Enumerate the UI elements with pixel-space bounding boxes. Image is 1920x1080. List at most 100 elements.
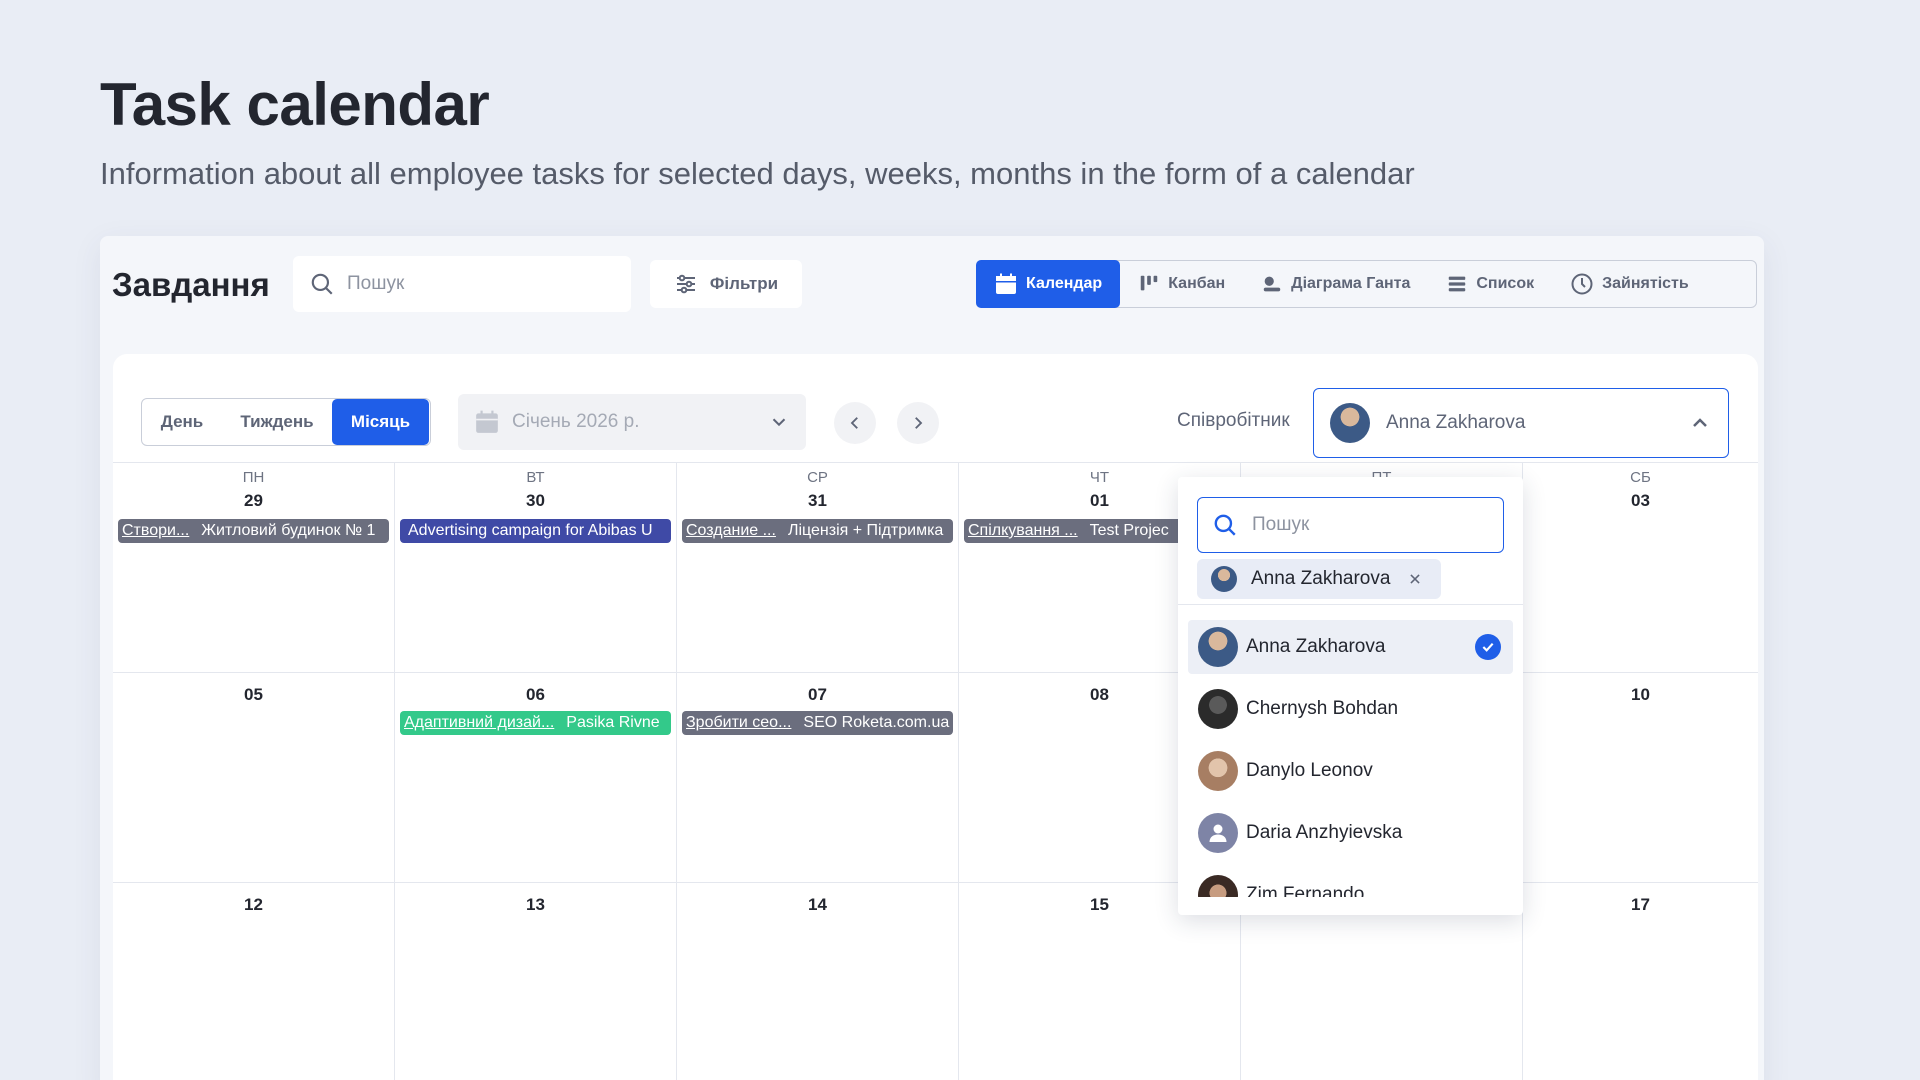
calendar-week-row: ПН 29 Створи... Житловий будинок № 1 ВТ 3… [113,462,1758,673]
calendar-day-cell[interactable]: 13 [395,883,677,1080]
calendar-day-cell[interactable]: 12 [113,883,395,1080]
event-project: Житловий будинок № 1 [201,522,376,539]
page-subtitle: Information about all employee tasks for… [100,156,1415,191]
employee-option[interactable]: Chernysh Bohdan [1188,682,1513,736]
sliders-icon [676,274,695,294]
calendar-day-cell[interactable]: ПН 29 Створи... Житловий будинок № 1 [113,463,395,673]
calendar-card: День Тиждень Місяць Січень 2026 р. Співр… [113,354,1758,1080]
calendar-day-cell[interactable]: 10 [1523,673,1758,883]
tab-week[interactable]: Тиждень [240,412,314,431]
employee-value: Anna Zakharova [1386,412,1526,433]
calendar-day-cell[interactable]: СР 31 Создание ... Ліцензія + Підтримка [677,463,959,673]
tab-day[interactable]: День [160,412,204,431]
event-project: Advertising campaign for Abibas U [408,522,653,539]
employee-name: Daria Anzhyievska [1246,822,1403,843]
search-placeholder: Пошук [347,273,405,294]
weekday-label: ПН [242,469,265,486]
employee-list: Anna Zakharova Chernysh Bohdan Danylo Le… [1178,620,1523,897]
task-event[interactable]: Advertising campaign for Abibas U [400,519,671,543]
calendar-icon [996,273,1016,294]
user-icon [1209,824,1227,842]
page-title: Task calendar [100,71,490,138]
tab-calendar-label: Календар [1026,275,1103,292]
chevron-right-icon [915,417,923,429]
filters-label: Фільтри [709,274,779,293]
employee-name: Chernysh Bohdan [1246,698,1399,719]
month-select[interactable]: Січень 2026 р. [458,394,806,450]
employee-option[interactable]: Anna Zakharova [1188,620,1513,674]
calendar-day-cell[interactable]: 07 Зробити сео... SEO Roketa.com.ua [677,673,959,883]
calendar-day-cell[interactable]: 17 [1523,883,1758,1080]
event-task: Создание ... [686,522,776,539]
event-project: Test Projec [1089,522,1169,539]
employee-dropdown: Пошук Anna Zakharova Anna Zakharova Cher… [1178,477,1523,915]
employee-select[interactable]: Anna Zakharova [1313,388,1729,458]
calendar-day-cell[interactable]: 05 [113,673,395,883]
task-event[interactable]: Создание ... Ліцензія + Підтримка [682,519,953,543]
avatar [1211,566,1237,592]
day-number: 03 [1631,491,1650,510]
tab-calendar[interactable]: Календар [976,260,1121,308]
check-icon [1475,634,1501,660]
employee-name: Zim Fernando [1246,884,1365,897]
tab-occupancy-label: Зайнятість [1602,275,1689,292]
tab-occupancy[interactable]: Зайнятість [1552,261,1707,307]
tab-list[interactable]: Список [1428,261,1552,307]
event-project: Ліцензія + Підтримка [787,522,944,539]
event-project: SEO Roketa.com.ua [803,714,950,731]
next-month-button[interactable] [897,402,939,444]
employee-search-input[interactable]: Пошук [1197,497,1504,553]
weekday-label: СР [807,469,828,486]
avatar [1198,751,1238,791]
task-event[interactable]: Адаптивний дизай... Pasika Rivne [400,711,671,735]
weekday-label: ВТ [526,469,545,486]
gantt-icon [1263,276,1281,292]
calendar-icon [476,410,498,433]
task-event[interactable]: Створи... Житловий будинок № 1 [118,519,389,543]
task-search-input[interactable]: Пошук [293,256,631,312]
calendar-day-cell[interactable]: ВТ 30 Advertising campaign for Abibas U [395,463,677,673]
tab-month[interactable]: Місяць [332,399,429,445]
tab-gantt-label: Діаграма Ганта [1291,275,1411,292]
calendar-week-row: 05 06 Адаптивний дизай... Pasika Rivne 07… [113,672,1758,883]
avatar [1198,689,1238,729]
tab-list-label: Список [1476,275,1535,292]
day-number: 15 [1090,895,1109,914]
day-number: 06 [526,685,545,704]
calendar-day-cell[interactable]: 14 [677,883,959,1080]
avatar [1198,627,1238,667]
filters-button[interactable]: Фільтри [650,260,802,308]
calendar-day-cell[interactable]: СБ 03 [1523,463,1758,673]
day-number: 30 [526,491,545,510]
list-icon [1449,276,1466,292]
chip-label: Anna Zakharova [1251,568,1391,589]
tab-kanban[interactable]: Канбан [1120,261,1243,307]
search-icon [1214,514,1236,536]
chevron-down-icon [772,418,786,427]
month-value: Січень 2026 р. [512,411,640,432]
day-number: 10 [1631,685,1650,704]
close-icon[interactable] [1408,572,1422,586]
task-event[interactable]: Зробити сео... SEO Roketa.com.ua [682,711,953,735]
app-header: Завдання Пошук Фільтри Календар Канбан Д… [100,236,1764,332]
calendar-day-cell[interactable] [1241,883,1523,1080]
day-number: 07 [808,685,827,704]
calendar-week-row: 12 13 14 15 17 [113,882,1758,1080]
day-number: 05 [244,685,263,704]
kanban-icon [1140,275,1158,291]
period-tabs: День Тиждень Місяць [141,398,431,446]
tab-gantt[interactable]: Діаграма Ганта [1243,261,1428,307]
day-number: 31 [808,491,827,510]
tab-kanban-label: Канбан [1168,275,1226,292]
calendar-day-cell[interactable]: 15 [959,883,1241,1080]
calendar-day-cell[interactable]: 06 Адаптивний дизай... Pasika Rivne [395,673,677,883]
employee-option[interactable]: Danylo Leonov [1188,744,1513,798]
chevron-up-icon [1693,418,1707,427]
prev-month-button[interactable] [834,402,876,444]
day-number: 17 [1631,895,1650,914]
employee-option[interactable]: Daria Anzhyievska [1188,806,1513,860]
employee-option[interactable]: Zim Fernando [1188,868,1513,897]
view-tabs: Календар Канбан Діаграма Ганта Список За… [976,260,1757,308]
event-task: Адаптивний дизай... [404,714,555,731]
weekday-label: СБ [1630,469,1651,486]
